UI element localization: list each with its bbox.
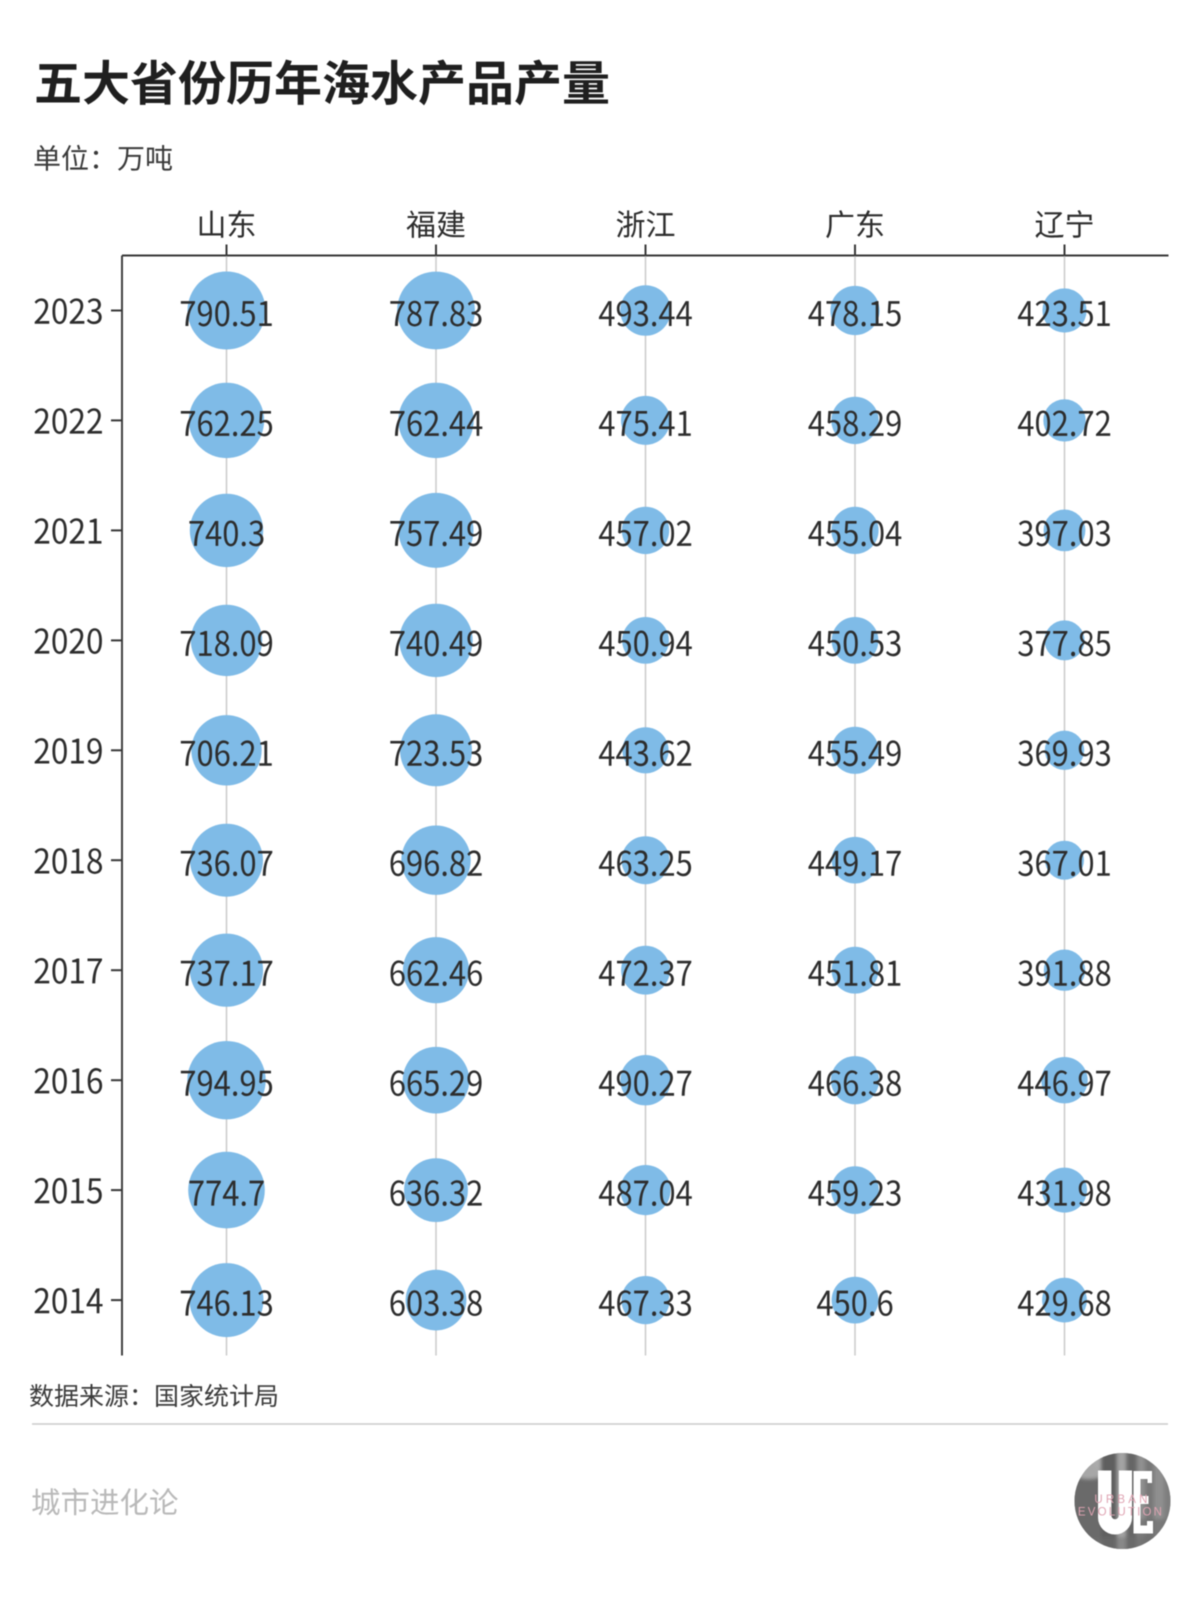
svg-text:URBAN: URBAN [1094,1494,1150,1506]
svg-text:EVOLUTION: EVOLUTION [1078,1507,1164,1519]
